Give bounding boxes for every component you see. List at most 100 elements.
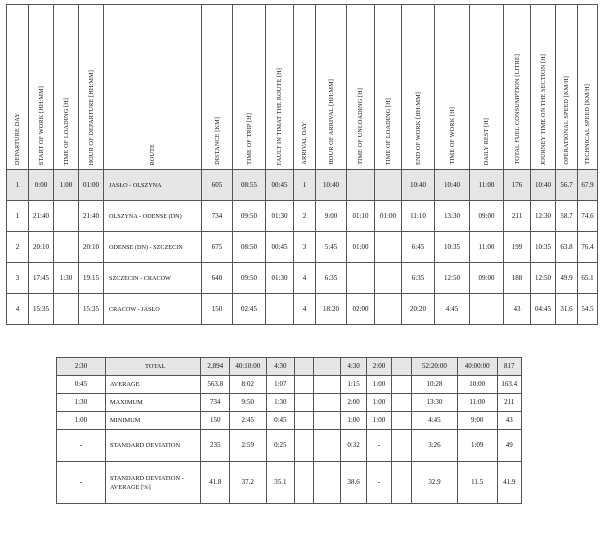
summary-cell: 1:00 [366, 411, 392, 430]
table-cell: 1:30 [53, 262, 79, 294]
table-row: 3 17:45 1:30 19:15 SZCZECIN - CRACOW 640 09:50… [6, 262, 598, 294]
summary-cell: 211 [496, 393, 522, 412]
summary-cell: 4:45 [411, 411, 458, 430]
column-header: TOTAL FUEL CONSUMPTION [LITRE] [503, 4, 531, 170]
column-header: ARRIVAL DAY [293, 4, 316, 170]
table-cell: 12:30 [530, 200, 556, 232]
summary-cell: 2:45 [228, 411, 267, 430]
summary-cell: 3:26 [411, 429, 458, 462]
summary-cell: - [366, 429, 392, 462]
column-header: END OF WORK [HH:MM] [401, 4, 435, 170]
summary-label: STANDARD DEVIATION - AVERAGE [%] [104, 461, 202, 504]
column-header: JOURNEY TIME ON THE SECTION [H] [530, 4, 556, 170]
summary-cell: 41.8 [200, 461, 230, 504]
summary-row: 0:45 AVERAGE 563.8 8:02 1:07 1:15 1:00 10:28 10:… [56, 375, 522, 394]
table-cell: 176 [503, 169, 531, 201]
summary-row: 1:30 MAXIMUM 734 9:50 1:30 2:00 1:00 13:30 11:00… [56, 393, 522, 412]
summary-cell: 11.5 [456, 461, 498, 504]
table-cell: 4 [6, 293, 29, 325]
table-cell: 12:50 [530, 262, 556, 294]
table-cell: 15:35 [28, 293, 54, 325]
table-cell: 21:40 [78, 200, 104, 232]
summary-cell [313, 411, 341, 430]
table-cell: 01:30 [265, 200, 294, 232]
summary-cell: 1:30 [56, 393, 106, 412]
summary-cell: 0:32 [339, 429, 368, 462]
summary-cell: 150 [200, 411, 230, 430]
table-cell [374, 231, 402, 263]
summary-cell [390, 357, 413, 376]
table-cell: 09:50 [232, 262, 266, 294]
table-cell: 4 [293, 262, 316, 294]
table-cell: 43 [503, 293, 531, 325]
table-cell: 67.9 [577, 169, 598, 201]
table-cell: 00:45 [265, 231, 294, 263]
summary-cell: 32.9 [411, 461, 458, 504]
table-cell [374, 169, 402, 201]
route-cell: SZCZECIN - CRACOW [103, 262, 202, 294]
summary-cell: 37.2 [228, 461, 267, 504]
column-header-label: DAILY REST [H] [483, 117, 490, 165]
summary-cell: 235 [200, 429, 230, 462]
table-cell: 150 [201, 293, 233, 325]
table-cell: 01:30 [265, 262, 294, 294]
summary-cell: 4:30 [265, 357, 296, 376]
summary-cell: 0:25 [265, 429, 296, 462]
table-cell [346, 262, 375, 294]
table-cell: 01:00 [374, 200, 402, 232]
table-cell: 1 [6, 200, 29, 232]
column-header-label: TIME OF UNLOADING [H] [357, 88, 364, 165]
table-cell: 2 [293, 200, 316, 232]
table-cell [374, 293, 402, 325]
column-header-label: OPERATIONAL SPEED [KM/H] [563, 76, 570, 165]
column-header: DEPARTURE DAY [6, 4, 29, 170]
table-cell: 13:30 [434, 200, 470, 232]
table-cell: 10:35 [434, 231, 470, 263]
column-header: START OF WORK [HH:MM] [28, 4, 54, 170]
table-cell: 00:45 [265, 169, 294, 201]
route-cell: OLSZYNA - ODENSE (DN) [103, 200, 202, 232]
table-cell: 9:00 [315, 200, 347, 232]
summary-cell: 2:30 [56, 357, 106, 376]
summary-cell: 2,894 [200, 357, 230, 376]
summary-cell: 1:00 [339, 411, 368, 430]
summary-cell: 1:09 [456, 429, 498, 462]
table-cell: 10:40 [315, 169, 347, 201]
table-cell: 76.4 [577, 231, 598, 263]
summary-cell: 1:00 [366, 375, 392, 394]
summary-label: AVERAGE [104, 375, 202, 394]
table-cell: 605 [201, 169, 233, 201]
summary-cell [390, 461, 413, 504]
route-cell: JASŁO - OLSZYNA [103, 169, 202, 201]
table-row: 1 0:00 1:00 01:00 JASŁO - OLSZYNA 605 08:55 00:… [6, 169, 598, 201]
summary-cell [294, 375, 315, 394]
table-cell: 675 [201, 231, 233, 263]
table-cell: 211 [503, 200, 531, 232]
table-cell: 09:50 [232, 200, 266, 232]
summary-cell: 35.1 [265, 461, 296, 504]
summary-cell: 43 [496, 411, 522, 430]
column-header-label: TECHNICAL SPEED [KM/H] [584, 84, 591, 165]
table-cell: 4:45 [434, 293, 470, 325]
route-cell: ODENSE (DN) - SZCZECIN [103, 231, 202, 263]
summary-cell: 40:10:00 [228, 357, 267, 376]
summary-cell: 1:07 [265, 375, 296, 394]
table-cell: 0:00 [28, 169, 54, 201]
table-row: 4 15:35 15:35 CRACOW - JASŁO 150 02:45 4 18:20 0… [6, 293, 598, 325]
table-cell: 1 [6, 169, 29, 201]
table-cell: 10:40 [530, 169, 556, 201]
summary-cell: 38.6 [339, 461, 368, 504]
table-cell: 199 [503, 231, 531, 263]
summary-label: STANDARD DEVIATION [104, 429, 202, 462]
table-cell: 18:20 [315, 293, 347, 325]
summary-cell: 10:28 [411, 375, 458, 394]
column-header-label: START OF WORK [HH:MM] [37, 85, 45, 165]
table-cell: 1:00 [53, 169, 79, 201]
table-cell: 3 [6, 262, 29, 294]
summary-cell: 817 [496, 357, 522, 376]
table-cell: 02:00 [346, 293, 375, 325]
summary-cell [294, 429, 315, 462]
summary-cell: 1:30 [265, 393, 296, 412]
table-cell: 56.7 [555, 169, 578, 201]
table-cell: 5:45 [315, 231, 347, 263]
